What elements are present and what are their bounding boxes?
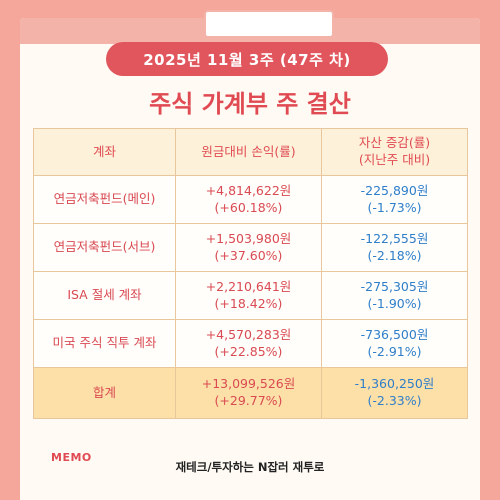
change-rate: (-1.73%) [367,199,422,215]
table-total-row: 합계 +13,099,526원 (+29.77%) -1,360,250원 (-… [33,367,468,419]
pnl-cell: +4,814,622원 (+60.18%) [175,175,322,224]
column-header-change: 자산 증감(률) (지난주 대비) [321,128,468,176]
account-name: ISA 절세 계좌 [33,271,176,320]
summary-table-container: 계좌 원금대비 손익(률) 자산 증감(률) (지난주 대비) 연금저축펀드(메… [33,128,468,419]
change-amount: -736,500원 [360,326,429,342]
change-cell: -275,305원 (-1.90%) [321,271,468,320]
change-cell: -225,890원 (-1.73%) [321,175,468,224]
total-change-amount: -1,360,250원 [354,376,435,392]
page-title: 주식 가계부 주 결산 [149,90,351,118]
pnl-rate: (+22.85%) [214,343,283,359]
pnl-cell: +4,570,283원 (+22.85%) [175,319,322,368]
table-row: 연금저축펀드(메인) +4,814,622원 (+60.18%) -225,89… [33,175,468,224]
table-row: ISA 절세 계좌 +2,210,641원 (+18.42%) -275,305… [33,271,468,320]
total-pnl-cell: +13,099,526원 (+29.77%) [175,367,322,419]
footer-credit: 재테크/투자하는 N잡러 재투로 [175,460,325,474]
change-amount: -275,305원 [360,278,429,294]
change-rate: (-2.91%) [367,343,422,359]
change-amount: -225,890원 [360,182,429,198]
binder-clip [204,10,334,38]
table-row: 미국 주식 직투 계좌 +4,570,283원 (+22.85%) -736,5… [33,319,468,368]
account-name: 미국 주식 직투 계좌 [33,319,176,368]
total-change-rate: (-2.33%) [367,393,422,408]
change-rate: (-1.90%) [367,295,422,311]
change-cell: -122,555원 (-2.18%) [321,223,468,272]
table-row: 연금저축펀드(서브) +1,503,980원 (+37.60%) -122,55… [33,223,468,272]
pnl-cell: +1,503,980원 (+37.60%) [175,223,322,272]
column-header-account: 계좌 [33,128,176,176]
total-pnl-rate: (+29.77%) [214,393,283,408]
total-change-cell: -1,360,250원 (-2.33%) [321,367,468,419]
account-name: 연금저축펀드(메인) [33,175,176,224]
pnl-amount: +4,570,283원 [205,326,292,342]
pnl-amount: +2,210,641원 [205,278,292,294]
summary-table: 계좌 원금대비 손익(률) 자산 증감(률) (지난주 대비) 연금저축펀드(메… [33,128,468,419]
pnl-rate: (+60.18%) [214,199,283,215]
memo-label: MEMO [51,451,92,464]
pnl-rate: (+37.60%) [214,247,283,263]
pnl-amount: +4,814,622원 [205,182,292,198]
account-name: 연금저축펀드(서브) [33,223,176,272]
total-pnl-amount: +13,099,526원 [201,376,296,392]
change-amount: -122,555원 [360,230,429,246]
pnl-rate: (+18.42%) [214,295,283,311]
total-label: 합계 [33,367,176,419]
pnl-amount: +1,503,980원 [205,230,292,246]
pnl-cell: +2,210,641원 (+18.42%) [175,271,322,320]
column-header-pnl: 원금대비 손익(률) [175,128,322,176]
date-badge: 2025년 11월 3주 (47주 차) [106,42,388,76]
change-cell: -736,500원 (-2.91%) [321,319,468,368]
change-rate: (-2.18%) [367,247,422,263]
table-header-row: 계좌 원금대비 손익(률) 자산 증감(률) (지난주 대비) [33,128,468,176]
